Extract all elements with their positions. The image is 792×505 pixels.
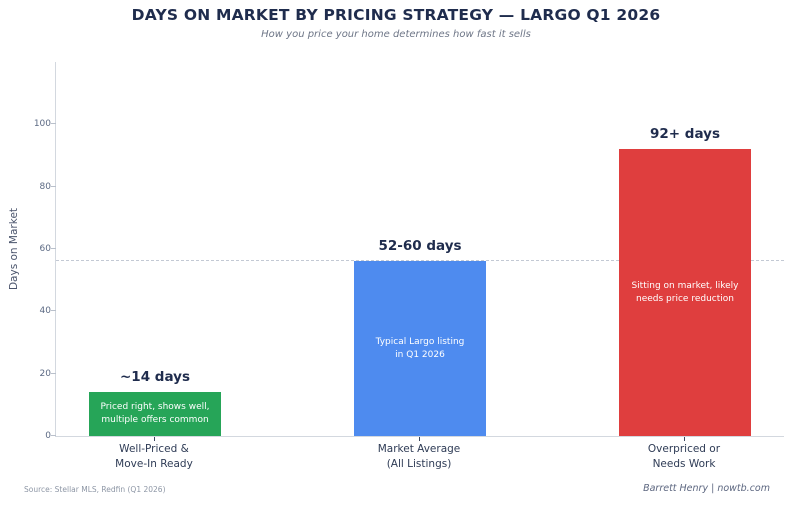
bar-value-label: 92+ days — [650, 126, 720, 143]
bar-rect-market-average: Typical Largo listing in Q1 2026 — [354, 261, 486, 436]
footer-credit: Barrett Henry | nowtb.com — [643, 483, 770, 494]
x-tick-mark — [154, 437, 155, 441]
y-tick-label: 0 — [45, 431, 51, 441]
y-tick-mark — [51, 123, 56, 125]
bar-value-label: ~14 days — [120, 369, 190, 386]
x-tick-mark — [684, 437, 685, 441]
y-tick-label: 40 — [39, 306, 51, 317]
x-tick-label: Market Average (All Listings) — [377, 443, 461, 470]
bar-group-overpriced: 92+ days Sitting on market, likely needs… — [619, 62, 751, 436]
y-tick-mark — [51, 310, 56, 312]
y-tick-mark — [51, 435, 56, 436]
y-tick-mark — [51, 248, 56, 249]
y-tick-label: 20 — [39, 368, 51, 379]
market-average-reference-line — [56, 260, 784, 262]
y-tick-label: 60 — [39, 244, 51, 254]
bar-rect-well-priced: Priced right, shows well, multiple offer… — [89, 392, 221, 436]
x-tick-label: Overpriced or Needs Work — [647, 443, 721, 470]
bar-value-label: 52-60 days — [378, 238, 462, 255]
chart-subtitle: How you price your home determines how f… — [261, 29, 531, 40]
bar-annotation: Sitting on market, likely needs price re… — [631, 280, 739, 304]
bar-group-well-priced: ~14 days Priced right, shows well, multi… — [89, 62, 221, 436]
x-tick-label: Well-Priced & Move-In Ready — [115, 443, 193, 470]
y-tick-label: 80 — [39, 181, 51, 192]
footer-source: Source: Stellar MLS, Redfin (Q1 2026) — [24, 485, 166, 494]
bar-rect-overpriced: Sitting on market, likely needs price re… — [619, 149, 751, 436]
bar-group-market-average: 52-60 days Typical Largo listing in Q1 2… — [354, 62, 486, 436]
bar-annotation: Typical Largo listing in Q1 2026 — [375, 336, 465, 360]
x-tick-mark — [419, 437, 420, 441]
y-tick-label: 100 — [33, 119, 51, 130]
plot-area: ~14 days Priced right, shows well, multi… — [34, 62, 784, 441]
y-tick-mark — [51, 372, 56, 374]
x-axis: Well-Priced & Move-In Ready Market Avera… — [55, 436, 783, 486]
bar-annotation: Priced right, shows well, multiple offer… — [100, 402, 210, 426]
y-tick-mark — [51, 185, 56, 187]
chart-title: DAYS ON MARKET BY PRICING STRATEGY — LAR… — [131, 6, 661, 24]
